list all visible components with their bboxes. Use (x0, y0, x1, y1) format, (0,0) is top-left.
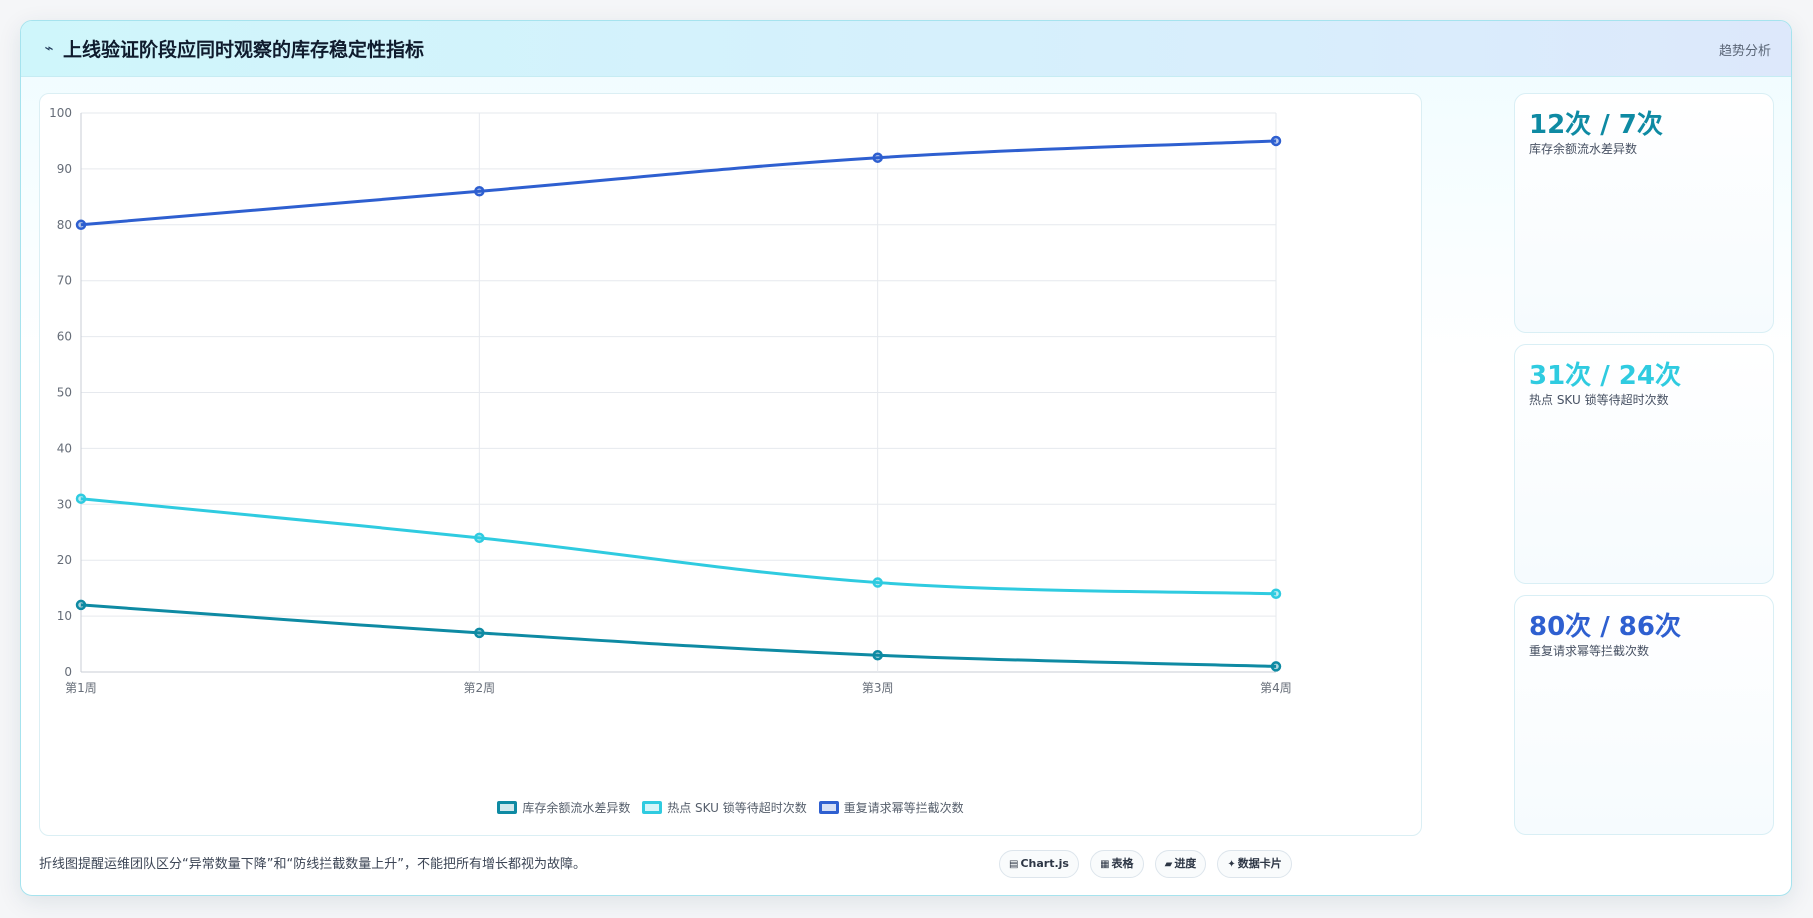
legend-label-series-1: 库存余额流水差异数 (522, 801, 631, 815)
series-line-1 (80, 603, 1277, 668)
data-point-series-1 (474, 627, 485, 639)
y-tick-label: 70 (57, 274, 72, 288)
legend-label-series-2: 热点 SKU 锁等待超时次数 (667, 801, 807, 815)
stat-card-idempotent-block: 80次 / 86次 重复请求幂等拦截次数 (1514, 595, 1774, 835)
y-tick-label: 60 (57, 330, 72, 344)
legend-item-series-3[interactable]: 重复请求幂等拦截次数 (818, 799, 964, 816)
stat-label: 热点 SKU 锁等待超时次数 (1529, 393, 1669, 407)
stat-value: 31次 / 24次 (1529, 361, 1681, 391)
x-tick-label: 第4周 (1260, 681, 1292, 695)
y-tick-label: 40 (57, 441, 72, 455)
data-point-series-3 (474, 186, 485, 197)
legend-swatch-series-1 (497, 801, 518, 814)
chart-legend: 库存余额流水差异数 热点 SKU 锁等待超时次数 重复请求幂等拦截次数 (40, 799, 1421, 816)
page-title: 上线验证阶段应同时观察的库存稳定性指标 (63, 39, 425, 61)
stat-value: 80次 / 86次 (1529, 612, 1681, 642)
chip-label: 进度 (1174, 857, 1197, 870)
x-tick-label: 第2周 (464, 681, 496, 695)
y-tick-label: 100 (49, 106, 72, 120)
y-tick-label: 90 (57, 162, 72, 176)
series-line-2 (80, 497, 1277, 596)
y-tick-label: 30 (57, 497, 72, 511)
footer-note: 折线图提醒运维团队区分“异常数量下降”和“防线拦截数量上升”，不能把所有增长都视… (39, 857, 586, 872)
legend-swatch-series-2 (642, 801, 663, 814)
series-line-3 (80, 139, 1277, 227)
legend-item-series-2[interactable]: 热点 SKU 锁等待超时次数 (642, 799, 807, 816)
chip-progress[interactable]: ▰ 进度 (1154, 850, 1207, 878)
legend-swatch-series-3 (818, 801, 839, 814)
legend-item-series-1[interactable]: 库存余额流水差异数 (497, 799, 630, 816)
y-tick-label: 20 (57, 553, 72, 567)
feature-chips: ▤ Chart.js ▦ 表格 ▰ 进度 ✦ 数据卡片 (999, 850, 1298, 880)
chip-chartjs[interactable]: ▤ Chart.js (999, 850, 1079, 878)
chip-label: 数据卡片 (1237, 857, 1282, 870)
data-point-series-2 (1270, 588, 1282, 599)
sparkline-icon: ⌁ (44, 39, 54, 57)
progress-icon: ▰ (1164, 859, 1173, 870)
y-tick-label: 10 (57, 609, 72, 623)
data-point-series-1 (1270, 661, 1282, 672)
stat-label: 重复请求幂等拦截次数 (1529, 644, 1650, 658)
dashboard-card: ⌁ 上线验证阶段应同时观察的库存稳定性指标 趋势分析 0 10 20 30 40 50 60… (20, 20, 1792, 896)
y-tick-label: 80 (57, 218, 72, 232)
stat-label: 库存余额流水差异数 (1529, 142, 1638, 156)
data-point-series-1 (872, 649, 883, 661)
data-point-series-1 (75, 599, 87, 611)
line-chart: 0 10 20 30 40 50 60 70 80 90 100 第1周 第2周 第3周 第4周 (49, 106, 1292, 695)
sparkle-icon: ✦ (1227, 859, 1236, 870)
line-chart-panel: 0 10 20 30 40 50 60 70 80 90 100 第1周 第2周 第3周 第4周 库存余额流… (39, 93, 1422, 836)
table-icon: ▦ (1100, 859, 1110, 870)
stat-card-balance-diff: 12次 / 7次 库存余额流水差异数 (1514, 93, 1774, 333)
legend-label-series-3: 重复请求幂等拦截次数 (843, 801, 964, 815)
chip-label: 表格 (1111, 857, 1134, 870)
y-tick-label: 50 (57, 386, 72, 400)
chip-data-card[interactable]: ✦ 数据卡片 (1217, 850, 1292, 878)
data-point-series-3 (872, 152, 883, 163)
data-point-series-3 (1270, 135, 1282, 147)
chip-table[interactable]: ▦ 表格 (1090, 850, 1144, 878)
data-point-series-3 (75, 219, 87, 231)
y-tick-label: 0 (64, 665, 72, 679)
analysis-type-tag: 趋势分析 (1718, 44, 1771, 59)
data-point-series-2 (872, 577, 883, 588)
chip-label: Chart.js (1020, 857, 1069, 870)
chart-icon: ▤ (1009, 859, 1019, 870)
x-tick-label: 第1周 (65, 681, 97, 695)
stat-card-lock-timeout: 31次 / 24次 热点 SKU 锁等待超时次数 (1514, 344, 1774, 584)
card-header: ⌁ 上线验证阶段应同时观察的库存稳定性指标 趋势分析 (21, 21, 1791, 77)
stat-value: 12次 / 7次 (1529, 110, 1663, 140)
data-point-series-2 (75, 493, 87, 504)
x-tick-label: 第3周 (862, 681, 894, 695)
data-point-series-2 (474, 532, 485, 544)
